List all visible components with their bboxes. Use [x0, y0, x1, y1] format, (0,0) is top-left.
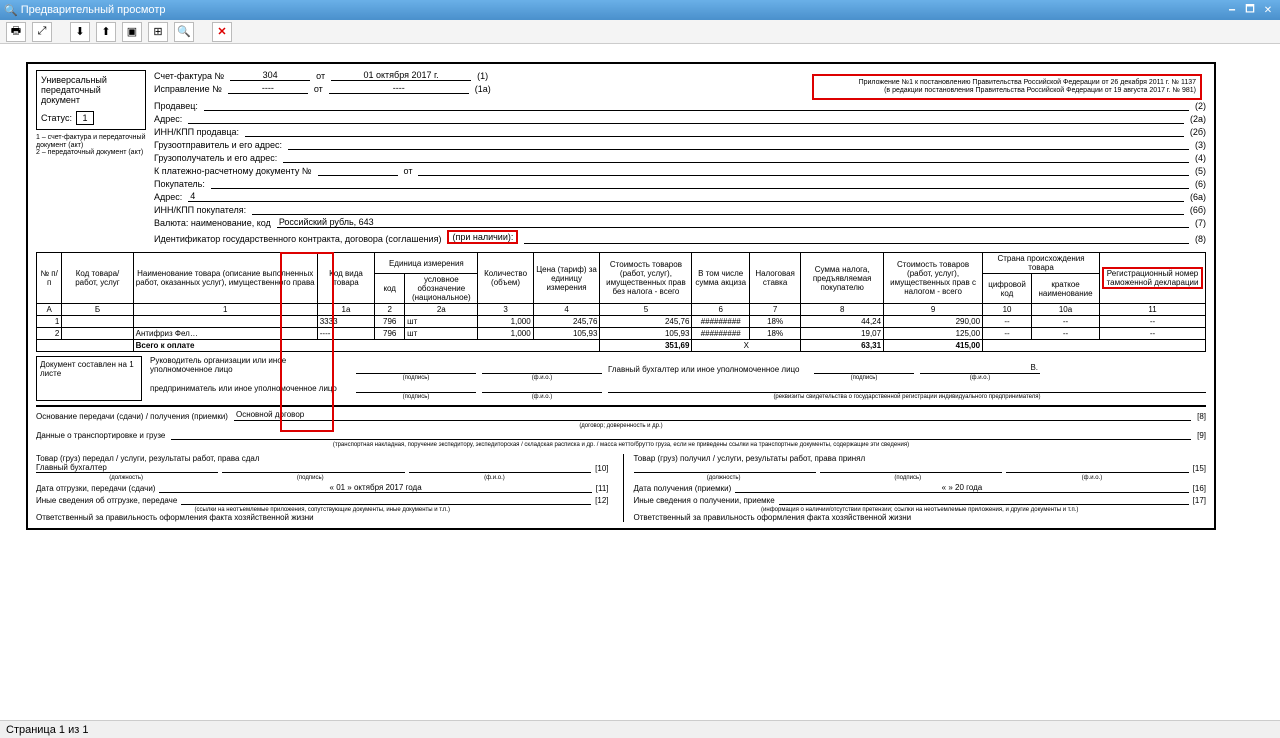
doc-type-title: Универсальный передаточный документ	[41, 75, 141, 105]
invoice-no: 304	[230, 70, 310, 81]
table-row: 2Антифриз Фел…----796шт1,000105,93105,93…	[37, 328, 1206, 340]
receiver-block: Товар (груз) получил / услуги, результат…	[623, 454, 1207, 522]
print-button[interactable]: 🖶	[6, 22, 26, 42]
sender-block: Товар (груз) передал / услуги, результат…	[36, 454, 609, 522]
doc-type-box: Универсальный передаточный документ Стат…	[36, 70, 146, 130]
prev-page-button[interactable]: ⬇	[70, 22, 90, 42]
close-button[interactable]: ✕	[1260, 3, 1276, 17]
trans-label: Данные о транспортировке и грузе	[36, 431, 165, 440]
status-label: Статус:	[41, 113, 72, 123]
seller-addr-field	[188, 113, 1184, 124]
status-value: 1	[76, 111, 94, 125]
zoom-out-button[interactable]: 🔍	[174, 22, 194, 42]
maximize-button[interactable]: 🗖	[1242, 3, 1258, 17]
ruk-label: Руководитель организации или иное уполно…	[150, 356, 350, 374]
total-row: Всего к оплате 351,69 Х 63,31 415,00	[37, 340, 1206, 352]
window-title: Предварительный просмотр	[21, 4, 166, 16]
buyer-inn-field	[252, 204, 1184, 215]
table-row: 13333796шт1,000245,76245,76#########18%4…	[37, 316, 1206, 328]
glav-label: Главный бухгалтер или иное уполномоченно…	[608, 365, 808, 374]
minimize-button[interactable]: 🗕	[1224, 3, 1240, 17]
contract-suffix: (при наличии):	[447, 230, 518, 244]
decree-line1: Приложение №1 к постановлению Правительс…	[818, 79, 1196, 87]
statusbar: Страница 1 из 1	[0, 720, 1280, 738]
buyer-addr-field: 4	[188, 191, 1184, 202]
items-table: № п/п Код товара/ работ, услуг Наименова…	[36, 252, 1206, 352]
seller-inn-field	[245, 126, 1184, 137]
close-preview-button[interactable]: ✕	[212, 22, 232, 42]
decree-line2: (в редакции постановления Правительства …	[818, 87, 1196, 95]
fit-button[interactable]: ⤢	[32, 22, 52, 42]
zoom-in-button[interactable]: ⊞	[148, 22, 168, 42]
basis-label: Основание передачи (сдачи) / получения (…	[36, 412, 228, 421]
document-page: Приложение №1 к постановлению Правительс…	[26, 62, 1216, 530]
basis-value: Основной договор	[234, 410, 1191, 421]
titlebar: 🔍 Предварительный просмотр 🗕 🗖 ✕	[0, 0, 1280, 20]
status-note: 1 – счет-фактура и передаточный документ…	[36, 134, 146, 157]
consignor-field	[288, 139, 1189, 150]
page-viewport[interactable]: Приложение №1 к постановлению Правительс…	[0, 44, 1280, 720]
seller-field	[204, 100, 1189, 111]
decree-box: Приложение №1 к постановлению Правительс…	[812, 74, 1202, 100]
page-indicator: Страница 1 из 1	[6, 724, 88, 736]
pred-label: предприниматель или иное уполномоченное …	[150, 384, 350, 393]
window-icon: 🔍	[4, 4, 18, 17]
toolbar: 🖶 ⤢ ⬇ ⬆ ▣ ⊞ 🔍 ✕	[0, 20, 1280, 44]
col-11-header: Регистрационный номер таможенной деклара…	[1102, 267, 1203, 289]
invoice-date: 01 октября 2017 г.	[331, 70, 471, 81]
zoom-page-button[interactable]: ▣	[122, 22, 142, 42]
currency-field: Российский рубль, 643	[277, 217, 1189, 228]
consignee-field	[283, 152, 1189, 163]
buyer-field	[211, 178, 1189, 189]
next-page-button[interactable]: ⬆	[96, 22, 116, 42]
preview-window: 🔍 Предварительный просмотр 🗕 🗖 ✕ 🖶 ⤢ ⬇ ⬆…	[0, 0, 1280, 738]
doc-pages-box: Документ составлен на 1 листе	[36, 356, 142, 401]
